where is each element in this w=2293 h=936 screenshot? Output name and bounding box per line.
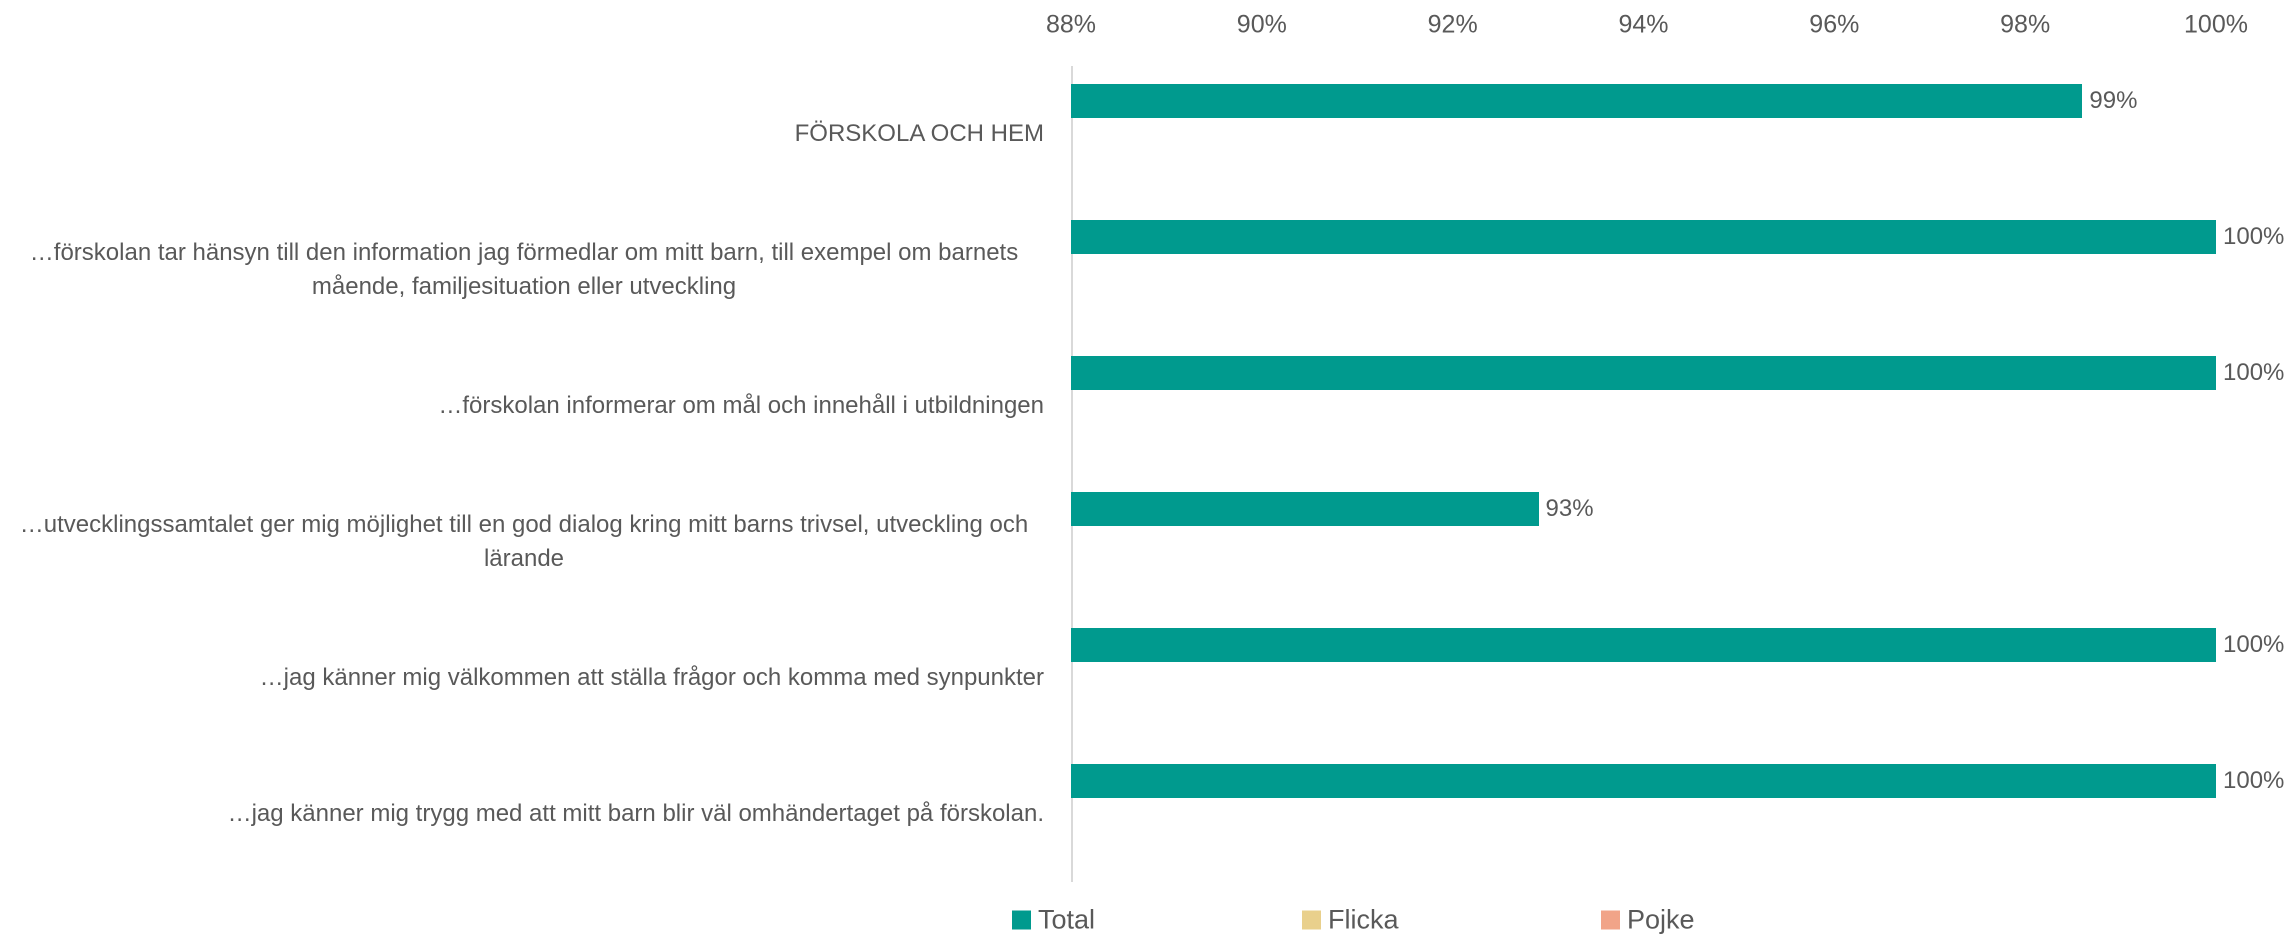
x-tick-label: 96% <box>1809 10 1860 39</box>
legend-swatch <box>1012 910 1031 930</box>
value-label: 100% <box>2223 767 2285 794</box>
legend-swatch <box>1601 910 1620 930</box>
value-label: 100% <box>2223 359 2285 386</box>
legend-label: Total <box>1038 904 1096 935</box>
bar <box>1071 356 2216 390</box>
category-label: …jag känner mig välkommen att ställa frå… <box>259 664 1044 691</box>
legend-swatch <box>1302 910 1321 930</box>
x-tick-label: 100% <box>2184 10 2248 39</box>
x-tick-label: 88% <box>1045 10 1097 39</box>
legend-label: Pojke <box>1627 904 1695 935</box>
x-tick-label: 92% <box>1427 10 1478 39</box>
value-label: 100% <box>2223 631 2285 658</box>
bar <box>1071 220 2216 254</box>
category-label: FÖRSKOLA OCH HEM <box>794 120 1044 147</box>
bar <box>1071 84 2083 118</box>
value-label: 93% <box>1545 495 1594 522</box>
bar <box>1071 628 2216 662</box>
axis-line <box>1071 66 1073 882</box>
x-tick-label: 90% <box>1236 10 1287 39</box>
category-label: …utvecklingssamtalet ger mig möjlighet t… <box>19 511 1029 572</box>
legend-item: Total <box>1012 905 1095 936</box>
x-tick-label: 98% <box>2000 10 2051 39</box>
bar <box>1071 764 2216 798</box>
category-label: …förskolan tar hänsyn till den informati… <box>29 239 1019 300</box>
legend-item: Pojke <box>1601 905 1695 936</box>
legend-item: Flicka <box>1302 905 1399 936</box>
legend-label: Flicka <box>1328 904 1399 935</box>
category-label: …förskolan informerar om mål och innehål… <box>438 392 1044 419</box>
category-label: …jag känner mig trygg med att mitt barn … <box>227 800 1044 827</box>
value-label: 99% <box>2089 87 2138 114</box>
value-label: 100% <box>2223 223 2285 250</box>
x-tick-label: 94% <box>1618 10 1669 39</box>
bar <box>1071 492 1539 526</box>
